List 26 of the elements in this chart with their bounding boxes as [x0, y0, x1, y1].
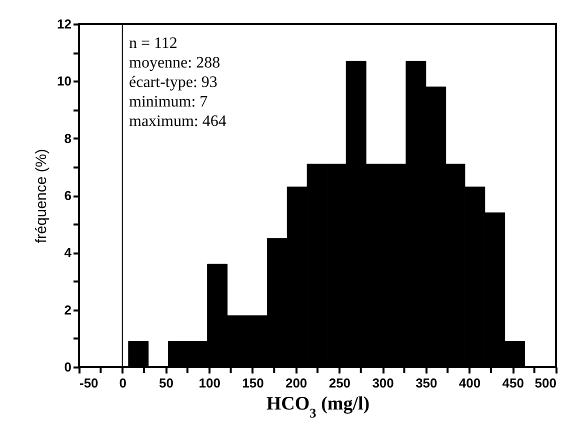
x-tick-label: 500: [534, 376, 556, 390]
annotation: maximum: 464: [129, 113, 226, 130]
y-tick-label: 4: [64, 245, 72, 260]
annotation: minimum: 7: [129, 94, 208, 110]
x-tick-label: 150: [242, 376, 264, 390]
x-tick-label: 0: [119, 376, 126, 390]
x-tick-label: -50: [80, 376, 98, 390]
annotation: n = 112: [129, 35, 178, 52]
y-tick-label: 6: [64, 188, 72, 203]
y-tick-label: 10: [57, 74, 72, 89]
x-tick-label: 50: [158, 376, 174, 390]
y-tick-label: 12: [57, 16, 72, 32]
x-tick-label: 300: [372, 376, 394, 390]
x-tick-label: 250: [328, 376, 351, 390]
y-axis-title: fréquence (%): [33, 148, 50, 244]
y-tick-label: 2: [64, 302, 72, 318]
x-axis-title: HCO$_{3}$ (mg/l): [266, 394, 370, 420]
x-tick-label: 350: [416, 376, 438, 390]
x-tick-label: 450: [502, 376, 524, 390]
y-tick-label: 8: [64, 130, 72, 146]
annotation: écart-type: 93: [129, 74, 218, 91]
x-tick-label: 200: [285, 376, 308, 390]
annotation: moyenne: 288: [129, 54, 220, 72]
x-tick-label: 400: [458, 376, 481, 390]
y-tick-label: 0: [64, 360, 72, 374]
x-tick-label: 100: [198, 376, 220, 390]
